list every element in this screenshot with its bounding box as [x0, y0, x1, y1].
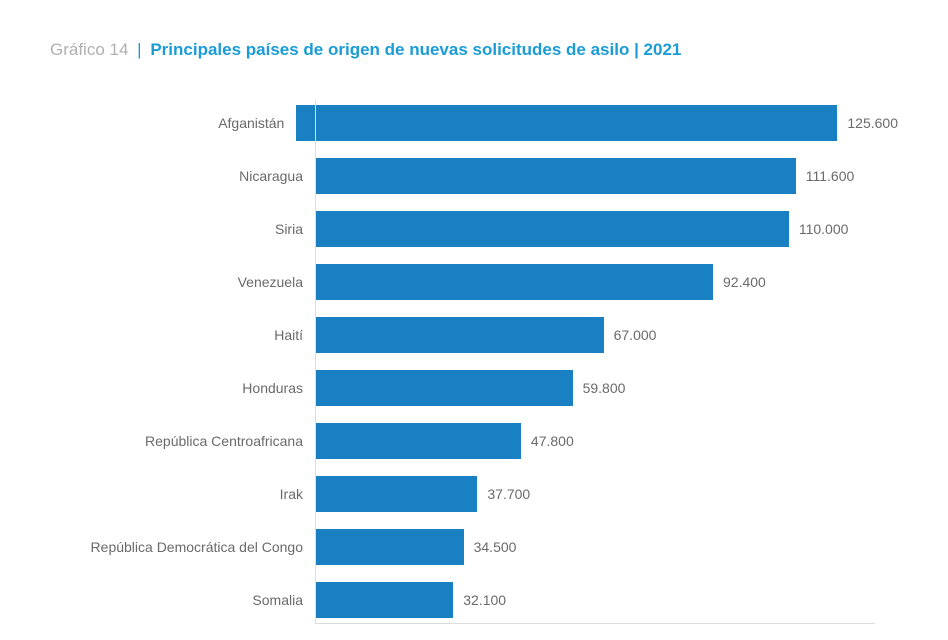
title-prefix: Gráfico 14: [50, 40, 128, 59]
category-label: República Democrática del Congo: [50, 539, 315, 555]
value-label: 67.000: [604, 327, 657, 343]
value-label: 59.800: [573, 380, 626, 396]
bar-row: República Centroafricana 47.800: [50, 418, 898, 464]
value-label: 125.600: [837, 115, 898, 131]
bar-track: 59.800: [315, 365, 875, 411]
category-label: Somalia: [50, 592, 315, 608]
bar: [315, 317, 604, 353]
category-label: Afganistán: [50, 115, 296, 131]
value-label: 47.800: [521, 433, 574, 449]
bar-row: Venezuela 92.400: [50, 259, 898, 305]
bar-row: República Democrática del Congo 34.500: [50, 524, 898, 570]
value-label: 92.400: [713, 274, 766, 290]
bar-row: Siria 110.000: [50, 206, 898, 252]
value-label: 111.600: [796, 168, 855, 184]
bar-track: 67.000: [315, 312, 875, 358]
bar-track: 110.000: [315, 206, 875, 252]
bar-track: 92.400: [315, 259, 875, 305]
bar: [315, 370, 573, 406]
title-main: Principales países de origen de nuevas s…: [150, 40, 681, 59]
bar-chart: Afganistán 125.600 Nicaragua 111.600 Siria 11…: [50, 100, 898, 623]
bar-track: 111.600: [315, 153, 875, 199]
bar: [315, 158, 796, 194]
bar-track: 37.700: [315, 471, 875, 517]
category-label: Honduras: [50, 380, 315, 396]
title-separator: |: [137, 40, 141, 59]
category-label: República Centroafricana: [50, 433, 315, 449]
bar: [315, 211, 789, 247]
bar-track: 47.800: [315, 418, 875, 464]
category-label: Siria: [50, 221, 315, 237]
bar: [315, 423, 521, 459]
category-label: Nicaragua: [50, 168, 315, 184]
category-label: Irak: [50, 486, 315, 502]
bar: [315, 582, 453, 618]
bar: [315, 476, 477, 512]
x-axis-line: [315, 623, 875, 624]
bar-row: Nicaragua 111.600: [50, 153, 898, 199]
bar: [296, 105, 837, 141]
bar-row: Haití 67.000: [50, 312, 898, 358]
category-label: Venezuela: [50, 274, 315, 290]
value-label: 37.700: [477, 486, 530, 502]
bar-track: 125.600: [296, 100, 898, 146]
bar-row: Somalia 32.100: [50, 577, 898, 623]
chart-title: Gráfico 14 | Principales países de orige…: [50, 40, 898, 60]
chart-page: Gráfico 14 | Principales países de orige…: [0, 0, 948, 640]
bar-track: 34.500: [315, 524, 875, 570]
bar-row: Afganistán 125.600: [50, 100, 898, 146]
value-label: 34.500: [464, 539, 517, 555]
value-label: 32.100: [453, 592, 506, 608]
bar-row: Honduras 59.800: [50, 365, 898, 411]
bar-track: 32.100: [315, 577, 875, 623]
category-label: Haití: [50, 327, 315, 343]
value-label: 110.000: [789, 221, 849, 237]
y-axis-line: [315, 100, 316, 623]
bar-row: Irak 37.700: [50, 471, 898, 517]
bar: [315, 264, 713, 300]
bar: [315, 529, 464, 565]
